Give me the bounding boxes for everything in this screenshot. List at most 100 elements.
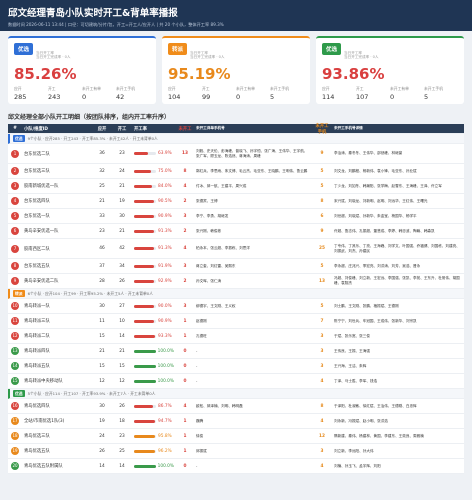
card-rate: 85.26% — [14, 65, 77, 83]
rank: 19 — [11, 447, 19, 455]
rank-cell: 3 — [8, 181, 22, 191]
cell: 青岛转派四队 — [24, 349, 50, 354]
rate-text: 75.0% — [158, 168, 172, 174]
rank-cell: 13 — [8, 346, 22, 356]
cell: 丁专伟、丁其乐、丁亮、王海峰、刘学文、叶国强、乔福健、刘国栋、刘建亮、刘振武、刘… — [334, 243, 460, 253]
rate-track — [134, 319, 156, 323]
table-row: 6 黄岛辛安优选一队 23 21 91.3% 2 张兴刚、韩俊彬 9 许超、鲁志伟、孔振超、董慧… — [8, 224, 464, 239]
cell: 13 — [182, 151, 188, 156]
cell: 张兴刚、韩俊彬 — [196, 228, 222, 233]
cell: 37 — [99, 263, 105, 269]
table-row: 10 青岛转派一队 30 27 90.0% 3 柳德宇、王文刚、王义权 5 刘士鹏、王文刚、张鹏… — [8, 299, 464, 314]
group-header: 优选 5个小队 · 应开114 · 开工107 · 开工率93.9% · 未开工7… — [8, 389, 464, 399]
cell: 青岛转派一队 — [24, 304, 50, 309]
stat: 开工 107 — [356, 86, 390, 101]
column-header: 未开工 — [178, 126, 192, 132]
cell: 27 — [119, 303, 125, 309]
cell: 8 — [320, 198, 324, 204]
rank-cell: 10 — [8, 301, 22, 311]
stat: 开工 99 — [202, 86, 236, 101]
rate-bar — [134, 349, 156, 353]
cell: 青岛优选五队 — [24, 449, 50, 454]
column-header: 应开 — [97, 126, 107, 132]
rate-text: 91.3% — [158, 246, 172, 251]
rate-cell: 94.7% — [132, 418, 176, 425]
title: 邱文经理青岛小队实时开工&背单率播报 — [8, 8, 178, 19]
stat-label: 开工 — [356, 86, 364, 91]
cell: 11 — [99, 318, 105, 324]
cell: 黄岛辛安优选二队 — [24, 279, 59, 284]
table-row: 1 台东优选二队 36 23 63.9% 13 刘毅、史天伦、彭海峰、普晓飞、孙宇恒、张广海… — [8, 144, 464, 164]
cell: 于斌、张乐宽、张三俊 — [334, 333, 370, 338]
cell: 4 — [183, 403, 187, 409]
rate-track — [134, 169, 156, 173]
rate-bar — [134, 449, 156, 453]
rate-text: 84.0% — [158, 183, 172, 189]
column-header: 开工率 — [134, 126, 147, 132]
group-info: 优选 5个小队 · 应开114 · 开工107 · 开工率93.9% · 未开工7… — [10, 389, 157, 398]
rate-text: 93.3% — [158, 333, 172, 339]
cell: 付冰、邱一航、王建平、周兴成 — [196, 183, 247, 188]
rate-track — [134, 449, 156, 453]
table-row: 20 青岛优选五队附属队 14 14 100.0% 0 - 4 刘楠、孙玉飞、孟宇辉、刘阳 — [8, 459, 464, 474]
rank: 5 — [11, 212, 19, 220]
stats: 应开 285 开工 243 未开工有单 0 未开工手机 42 — [14, 86, 150, 101]
rank: 12 — [11, 332, 19, 340]
cell: 蒋立奎、刘红雷、吴熙东 — [196, 263, 236, 268]
cell: 26 — [119, 278, 125, 284]
cell: 5 — [320, 303, 324, 309]
rate-text: 100.0% — [157, 348, 174, 354]
cell: 3 — [183, 303, 187, 309]
rate-text: 92.9% — [158, 278, 172, 284]
rate-cell: 100.0% — [132, 363, 176, 370]
rank: 9 — [11, 277, 19, 285]
cell: 王传良、王振、王海强 — [334, 348, 370, 353]
card-rate: 93.86% — [322, 65, 385, 83]
cell: 21 — [99, 348, 105, 354]
cell: 7 — [320, 318, 324, 324]
group-tag: 转派 — [13, 289, 25, 297]
cell: 4 — [183, 183, 187, 189]
note2: 当日开工完成率 · 0人 — [190, 55, 225, 59]
cell: 刘士鹏、王文刚、张鹏、褚振斌、王德刚 — [334, 303, 399, 308]
rate-bar — [134, 319, 154, 323]
rank-cell: 4 — [8, 196, 22, 206]
table-row: 3 胶南新城优选一队 25 21 84.0% 4 付冰、邱一航、王建平、周兴成 5 丁少龙、刘如… — [8, 179, 464, 194]
cell: 台东优选一队 — [24, 214, 50, 219]
cell: 王兴海、王洁、朱辉 — [334, 363, 367, 368]
card-tag: 优选 — [14, 43, 34, 55]
cell: 19 — [119, 198, 125, 204]
rate-text: 91.3% — [158, 228, 172, 234]
group-info: 优选 9个小队 · 应开285 · 开工243 · 开工率85.3% · 未开工4… — [10, 134, 160, 143]
rate-bar — [134, 264, 155, 268]
cell: 台东优选三队 — [24, 169, 50, 174]
cell: 全站/市南优选1队(3) — [24, 419, 65, 424]
cell: 30 — [119, 213, 125, 219]
cell: 8 — [320, 403, 324, 409]
group-tag: 优选 — [13, 389, 25, 397]
table-row: 7 胶南西区二队 46 42 91.3% 4 柏永本、张云超、李振栋、刘思洋 25 丁专伟、丁其… — [8, 239, 464, 259]
rate-text: 90.9% — [158, 213, 172, 219]
stat-label: 未开工有单 — [82, 86, 101, 91]
cell: 张德宾、王博 — [196, 198, 218, 203]
cell: 赵德刚 — [196, 318, 207, 323]
cell: 李治涛、秦冬冬、王伟华、邵然峰、林继豪 — [334, 151, 403, 156]
group-summary: 9个小队 · 应开285 · 开工243 · 开工率85.3% · 未开工42人… — [27, 135, 158, 141]
rate-cell: 63.9% — [132, 150, 176, 157]
rank: 11 — [11, 317, 19, 325]
group-summary: 5个小队 · 应开114 · 开工107 · 开工率93.9% · 未开工7人 … — [27, 390, 156, 396]
stats: 应开 104 开工 99 未开工有单 0 未开工手机 5 — [168, 86, 304, 101]
cell: 28 — [99, 278, 105, 284]
cell: 5 — [320, 263, 324, 269]
rank-cell: 11 — [8, 316, 22, 326]
cell: 台东优选二队 — [24, 151, 50, 157]
cell: 刘毅、史天伦、彭海峰、普晓飞、孙宇恒、张广海、王伟华、王宇航、张广军、顾玉龙、陈… — [196, 148, 308, 158]
rate-bar — [134, 169, 151, 173]
cell: 青岛优选三队 — [24, 434, 50, 439]
column-header: 开工 — [117, 126, 127, 132]
cell: 李宁、李勇、胡继发 — [196, 213, 229, 218]
cell: 8 — [183, 168, 187, 174]
stat: 开工 243 — [48, 86, 82, 101]
cell: 23 — [99, 228, 105, 234]
